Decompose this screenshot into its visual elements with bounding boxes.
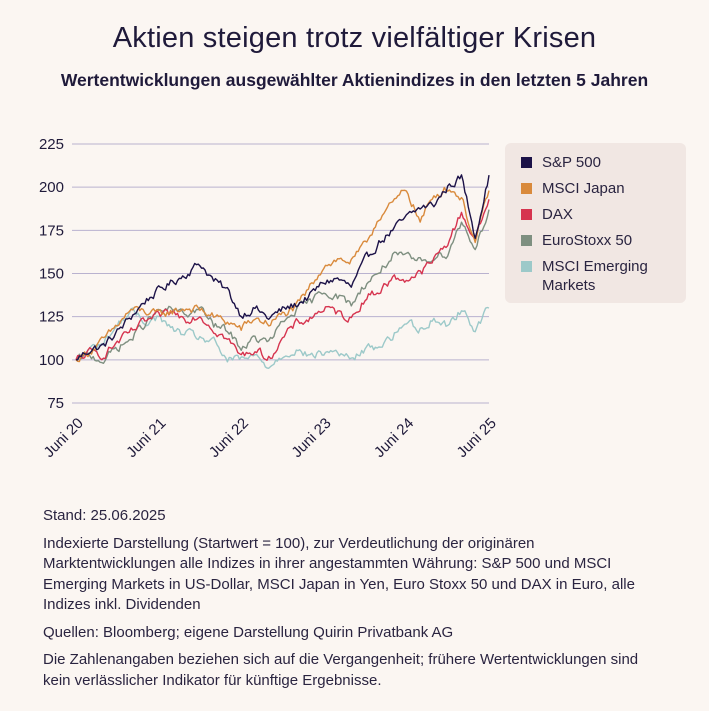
chart-subtitle: Wertentwicklungen ausgewählter Aktienind… xyxy=(60,70,649,90)
legend-label: MSCI Japan xyxy=(542,180,625,197)
legend-swatch xyxy=(521,235,532,246)
x-tick-label: Juni 25 xyxy=(454,415,500,461)
x-tick-label: Juni 22 xyxy=(206,415,252,461)
note-description: Indexierte Darstellung (Startwert = 100)… xyxy=(43,534,635,614)
x-tick-label: Juni 21 xyxy=(123,415,169,461)
legend-item: EuroStoxx 50 xyxy=(521,231,678,250)
y-tick-label: 150 xyxy=(39,266,64,283)
gridlines xyxy=(72,143,489,404)
y-tick-label: 75 xyxy=(47,395,64,412)
x-tick-label: Juni 24 xyxy=(371,415,417,461)
x-axis-ticks: Juni 20 Juni 21 Juni 22 Juni 23 Juni 24 Juni … xyxy=(41,415,500,461)
legend-label: MSCI Emerging Markets xyxy=(542,258,648,294)
series-line-msci-japan xyxy=(75,186,490,363)
legend-swatch xyxy=(521,209,532,220)
note-sources: Quellen: Bloomberg; eigene Darstellung Q… xyxy=(43,623,454,641)
legend-label: DAX xyxy=(542,206,573,223)
x-tick-label: Juni 23 xyxy=(288,415,334,461)
legend-label: S&P 500 xyxy=(542,154,601,171)
chart-title: Aktien steigen trotz vielfältiger Krisen xyxy=(112,22,597,54)
series-line-msci-emerging-markets xyxy=(75,306,490,369)
legend-swatch xyxy=(521,183,532,194)
legend-item: DAX xyxy=(521,205,678,224)
legend-item: S&P 500 xyxy=(521,153,678,172)
chart-legend: S&P 500 MSCI Japan DAX EuroStoxx 50 MSCI Eme… xyxy=(505,143,686,303)
note-disclaimer: Die Zahlenangaben beziehen sich auf die … xyxy=(43,651,639,689)
y-tick-label: 175 xyxy=(39,222,64,239)
series-line-dax xyxy=(75,199,490,361)
legend-item: MSCI Emerging Markets xyxy=(521,257,678,295)
legend-item: MSCI Japan xyxy=(521,179,678,198)
series-lines xyxy=(75,174,490,369)
y-tick-label: 125 xyxy=(39,309,64,326)
legend-label: EuroStoxx 50 xyxy=(542,232,633,249)
y-tick-label: 225 xyxy=(39,136,64,153)
y-tick-label: 200 xyxy=(39,179,64,196)
y-axis-ticks: 75 100 125 150 175 200 225 xyxy=(39,136,64,412)
series-line-s-p-500 xyxy=(76,174,490,361)
legend-swatch xyxy=(521,261,532,272)
chart-notes: Stand: 25.06.2025 Indexierte Darstellung… xyxy=(43,506,663,698)
y-tick-label: 100 xyxy=(39,352,64,369)
series-line-eurostoxx-50 xyxy=(75,209,490,364)
x-tick-label: Juni 20 xyxy=(41,415,87,461)
legend-swatch xyxy=(521,157,532,168)
note-stand: Stand: 25.06.2025 xyxy=(43,507,166,524)
